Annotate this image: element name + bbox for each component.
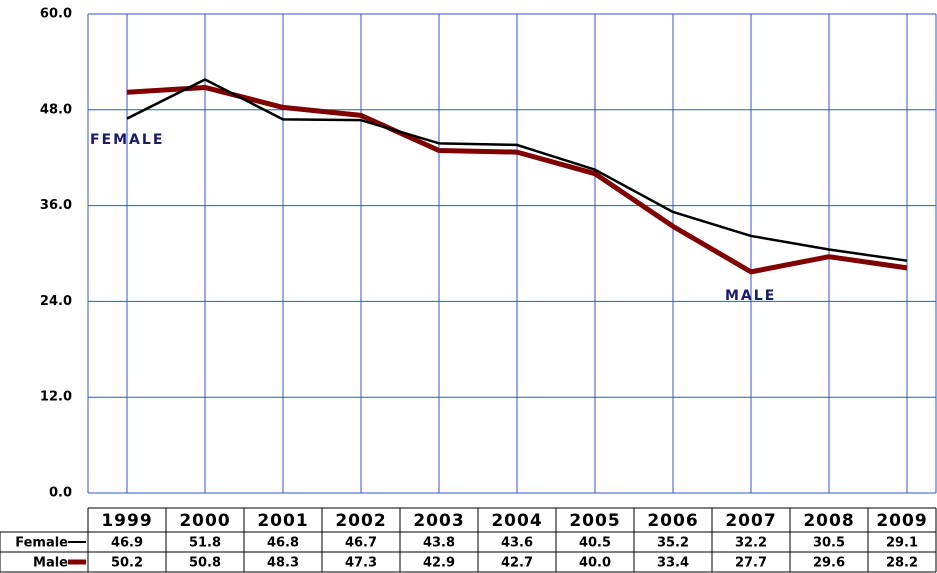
year-label: 2008 <box>803 511 854 531</box>
data-cell: 29.6 <box>813 556 845 571</box>
y-tick-label: 36.0 <box>40 198 72 213</box>
data-cell: 50.2 <box>111 556 143 571</box>
data-cell: 43.6 <box>501 536 533 551</box>
data-cell: 30.5 <box>813 536 845 551</box>
data-cell: 40.5 <box>579 536 611 551</box>
legend-label: Male <box>33 556 68 571</box>
data-cell: 42.7 <box>501 556 533 571</box>
year-label: 2004 <box>491 511 542 531</box>
data-cell: 32.2 <box>735 536 767 551</box>
year-label: 2001 <box>257 511 308 531</box>
year-label: 2002 <box>335 511 386 531</box>
data-cell: 27.7 <box>735 556 767 571</box>
data-cell: 46.8 <box>267 536 299 551</box>
y-tick-label: 0.0 <box>49 486 72 501</box>
data-cell: 48.3 <box>267 556 299 571</box>
data-cell: 46.7 <box>345 536 377 551</box>
data-cell: 46.9 <box>111 536 143 551</box>
data-cell: 29.1 <box>886 536 918 551</box>
year-label: 2003 <box>413 511 464 531</box>
year-label: 2005 <box>569 511 620 531</box>
data-cell: 47.3 <box>345 556 377 571</box>
y-tick-label: 48.0 <box>40 102 72 117</box>
annotation: FEMALE <box>90 132 164 148</box>
year-label: 2009 <box>876 511 927 531</box>
data-cell: 40.0 <box>579 556 611 571</box>
y-tick-label: 60.0 <box>40 7 72 22</box>
year-label: 2000 <box>179 511 230 531</box>
series-line <box>126 84 908 275</box>
series-line <box>126 78 908 262</box>
y-tick-label: 24.0 <box>40 294 72 309</box>
legend-label: Female <box>15 536 68 551</box>
year-label: 2007 <box>725 511 776 531</box>
data-cell: 50.8 <box>189 556 221 571</box>
data-cell: 42.9 <box>423 556 455 571</box>
data-cell: 33.4 <box>657 556 689 571</box>
annotation: MALE <box>725 288 776 304</box>
data-cell: 51.8 <box>189 536 221 551</box>
data-cell: 43.8 <box>423 536 455 551</box>
data-cell: 35.2 <box>657 536 689 551</box>
y-tick-label: 12.0 <box>40 390 72 405</box>
data-cell: 28.2 <box>886 556 918 571</box>
year-label: 2006 <box>647 511 698 531</box>
year-label: 1999 <box>101 511 152 531</box>
